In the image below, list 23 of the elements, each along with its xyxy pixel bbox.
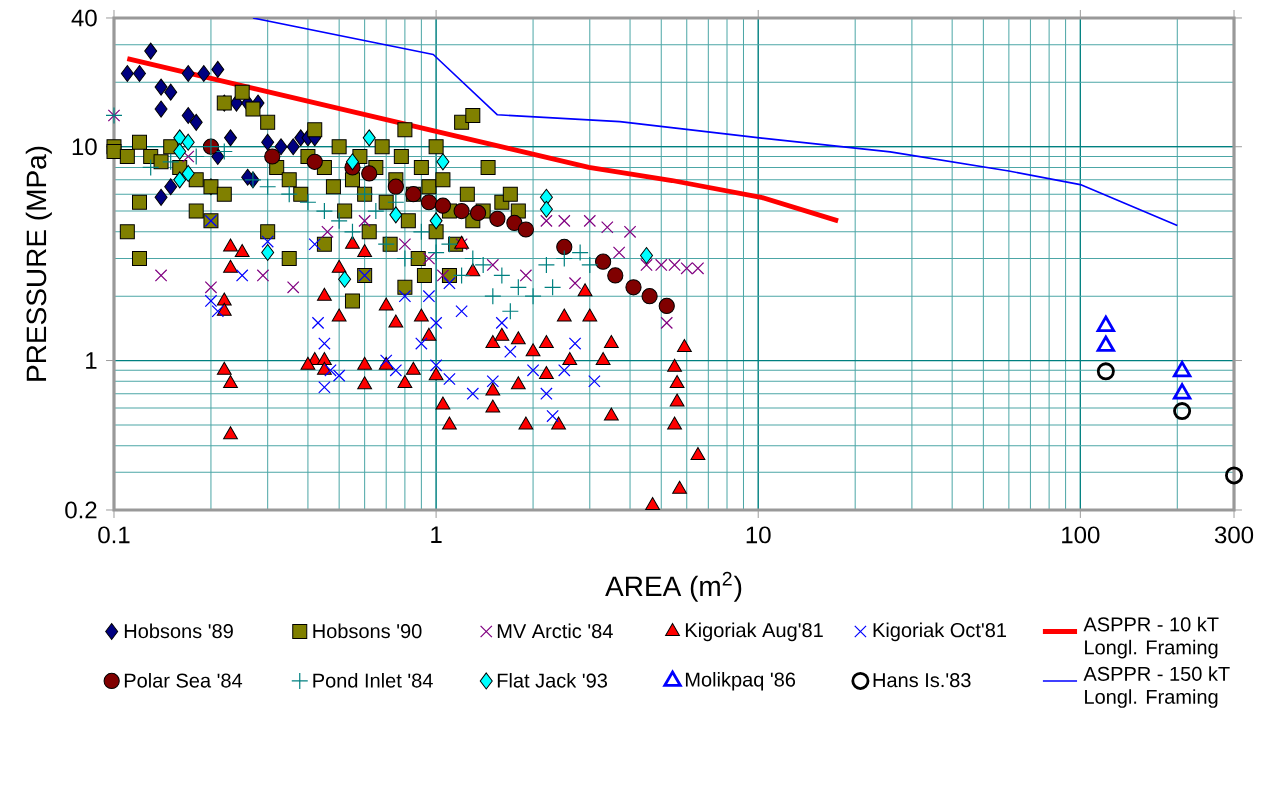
- legend-label: MV Arctic '84: [497, 623, 613, 639]
- legend-label: Molikpaq '86: [685, 671, 796, 691]
- x-tick-label: 0.1: [98, 526, 130, 544]
- y-tick-label: 1: [86, 352, 97, 369]
- legend-label: ASPPR - 150 kT Longl. Framing: [1083, 666, 1230, 708]
- y-tick-label: 10: [72, 138, 97, 156]
- legend-label: Hobsons '90: [313, 623, 422, 639]
- x-tick-label: 300: [1214, 526, 1254, 544]
- y-tick-label: 40: [71, 9, 97, 27]
- legend-label: Polar Sea '84: [124, 672, 243, 688]
- legend-label: Hans Is.'83: [873, 673, 971, 688]
- x-tick-label: 1: [431, 526, 442, 543]
- y-axis-title: PRESSURE (MPa): [25, 146, 52, 381]
- x-tick-label: 100: [1062, 526, 1100, 544]
- legend-label: Pond Inlet '84: [313, 672, 433, 688]
- x-axis-title: AREA (m$^{2}$): [605, 571, 742, 602]
- x-tick-label: 10: [746, 526, 771, 544]
- legend-label: Hobsons '89: [124, 623, 233, 639]
- legend-label: Kigoriak Aug'81: [685, 622, 823, 642]
- legend-label: Flat Jack '93: [497, 672, 607, 688]
- y-tick-label: 0.2: [65, 501, 97, 519]
- legend-label: ASPPR - 10 kT Longl. Framing: [1083, 616, 1219, 659]
- legend-label: Kigoriak Oct'81: [873, 622, 1007, 642]
